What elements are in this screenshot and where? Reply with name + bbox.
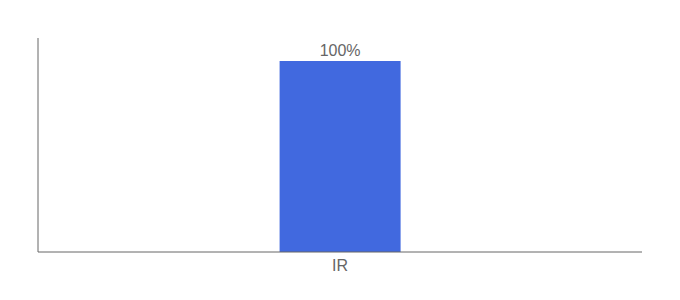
svg-text:100%: 100%: [320, 42, 361, 59]
svg-text:IR: IR: [332, 257, 348, 274]
